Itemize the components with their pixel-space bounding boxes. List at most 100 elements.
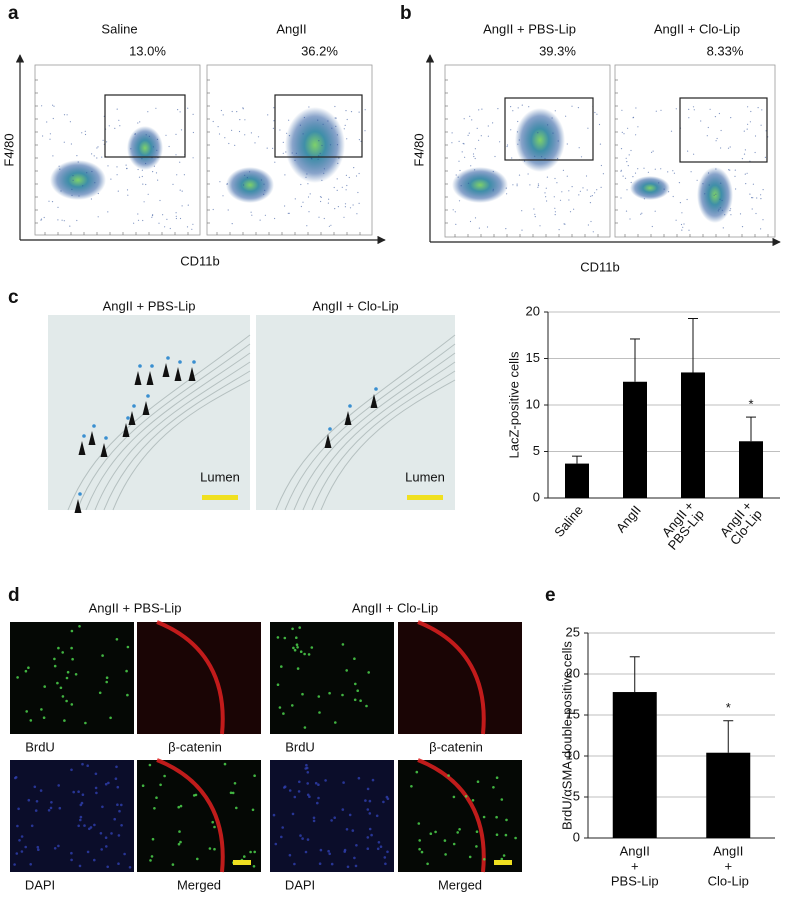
nucleus <box>382 800 385 804</box>
event-dot <box>505 187 507 189</box>
gate-percent: 13.0% <box>129 43 166 58</box>
event-dot <box>42 135 44 137</box>
nucleus <box>298 626 302 629</box>
nucleus <box>276 683 280 686</box>
event-dot <box>299 124 301 126</box>
event-dot <box>708 184 710 186</box>
event-dot <box>476 127 478 129</box>
event-dot <box>176 174 178 176</box>
event-dot <box>721 209 724 211</box>
event-dot <box>101 156 103 158</box>
nucleus <box>171 863 175 866</box>
gate-percent: 36.2% <box>301 43 338 58</box>
event-dot <box>524 160 526 162</box>
event-dot <box>729 169 731 171</box>
nucleus <box>88 827 91 831</box>
event-dot <box>460 185 462 187</box>
event-dot <box>474 148 476 150</box>
event-dot <box>749 121 752 123</box>
nucleus <box>50 801 53 804</box>
nucleus <box>295 636 298 639</box>
nucleus <box>272 813 276 817</box>
event-dot <box>647 171 650 173</box>
event-dot <box>718 112 721 115</box>
nucleus <box>312 819 316 823</box>
nucleus <box>53 657 56 661</box>
channel-label: Merged <box>177 877 221 892</box>
event-dot <box>328 198 330 200</box>
event-dot <box>350 111 353 113</box>
event-dot <box>153 165 155 167</box>
nucleus <box>151 837 155 841</box>
event-dot <box>147 193 149 195</box>
panel-label: e <box>545 585 556 606</box>
event-dot <box>565 115 567 117</box>
elastic-lamina <box>85 352 251 511</box>
event-dot <box>57 206 59 208</box>
nucleus <box>16 824 19 828</box>
nucleus <box>288 853 292 857</box>
nucleus <box>364 799 367 802</box>
event-dot <box>90 198 92 200</box>
nucleus <box>43 685 46 688</box>
nucleus <box>476 780 480 783</box>
nucleus <box>66 670 70 674</box>
nucleus <box>301 837 304 840</box>
event-dot <box>306 173 308 175</box>
event-dot <box>69 225 71 227</box>
nucleus <box>20 850 24 853</box>
nucleus <box>500 857 504 861</box>
event-dot <box>741 158 744 160</box>
event-dot <box>108 125 110 127</box>
event-dot <box>251 214 253 216</box>
nucleus <box>305 763 308 767</box>
elastic-lamina <box>293 352 456 511</box>
event-dot <box>177 109 179 111</box>
event-dot <box>719 207 722 209</box>
nucleus <box>35 800 39 803</box>
nucleus <box>301 692 304 696</box>
nucleus <box>299 834 302 837</box>
nucleus <box>281 826 285 829</box>
event-dot <box>546 200 548 202</box>
nucleus <box>77 824 80 828</box>
catenin-stain <box>156 758 225 873</box>
event-dot <box>629 218 631 220</box>
event-dot <box>236 111 238 113</box>
nucleus <box>17 807 20 811</box>
event-dot <box>672 170 674 172</box>
nucleus <box>194 793 198 797</box>
nucleus <box>456 831 460 834</box>
event-dot <box>352 204 354 206</box>
event-dot <box>571 186 573 188</box>
nucleus <box>24 669 28 673</box>
event-dot <box>463 118 465 120</box>
x-axis-label: CD11b <box>580 259 620 274</box>
nucleus <box>104 836 108 839</box>
cell-population <box>697 167 733 223</box>
event-dot <box>487 135 489 137</box>
nucleus <box>101 654 104 657</box>
nucleus <box>37 848 40 851</box>
event-dot <box>334 105 336 108</box>
nucleus <box>178 830 181 833</box>
arrowhead <box>128 411 136 425</box>
event-dot <box>308 106 310 108</box>
nucleus <box>150 855 154 858</box>
event-dot <box>747 106 749 108</box>
plot-title: AngII + Clo-Lip <box>654 21 740 36</box>
lumen-label: Lumen <box>405 469 445 484</box>
event-dot <box>625 157 627 159</box>
nucleus <box>118 809 121 813</box>
event-dot <box>557 140 559 142</box>
event-dot <box>643 198 646 200</box>
event-dot <box>145 134 147 136</box>
event-dot <box>562 169 565 171</box>
event-dot <box>127 194 129 196</box>
plot-title: AngII + PBS-Lip <box>483 21 576 36</box>
nucleus <box>283 636 287 640</box>
event-dot <box>518 174 521 176</box>
event-dot <box>231 110 233 113</box>
event-dot <box>634 172 637 174</box>
nucleus <box>117 862 120 865</box>
